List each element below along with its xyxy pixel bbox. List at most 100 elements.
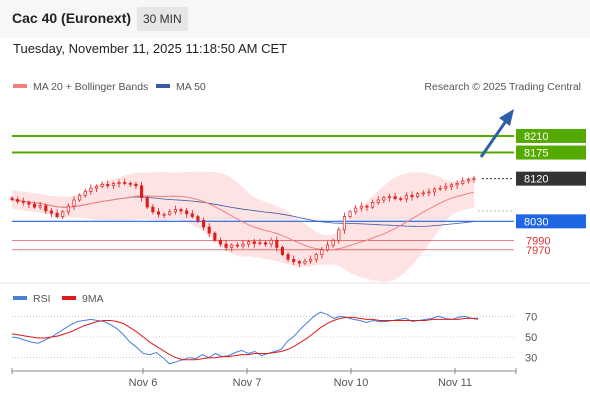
candle bbox=[128, 181, 132, 187]
candle bbox=[218, 237, 223, 247]
candlesticks bbox=[10, 175, 476, 268]
ma20-line bbox=[11, 191, 475, 251]
candle-body bbox=[140, 185, 144, 198]
candle bbox=[213, 231, 217, 243]
candle bbox=[156, 208, 161, 218]
candle-body bbox=[16, 199, 20, 202]
price-label-box bbox=[516, 214, 586, 229]
candle-body bbox=[145, 197, 149, 208]
candle bbox=[140, 181, 144, 202]
candle bbox=[433, 187, 437, 196]
price-label-text: 7990 bbox=[526, 235, 550, 247]
candle bbox=[331, 238, 335, 248]
candle bbox=[410, 191, 414, 201]
candle bbox=[16, 196, 20, 205]
candle-body bbox=[202, 220, 206, 228]
candle bbox=[280, 245, 284, 257]
candle bbox=[320, 246, 324, 259]
candle bbox=[455, 180, 459, 189]
candle-body bbox=[461, 180, 465, 184]
candle-body bbox=[275, 239, 279, 248]
candle bbox=[371, 199, 375, 209]
candle-body bbox=[83, 191, 87, 196]
ma50-legend-label: MA 50 bbox=[176, 81, 206, 93]
x-tick-label: Nov 10 bbox=[334, 377, 369, 389]
arrow-shaft bbox=[479, 120, 508, 158]
candle bbox=[145, 195, 149, 209]
rsi-tick-label: 30 bbox=[525, 353, 537, 365]
candle-body bbox=[44, 205, 48, 212]
candle-body bbox=[49, 210, 53, 214]
rsi-legend-label: RSI bbox=[33, 293, 51, 305]
candle bbox=[382, 195, 386, 204]
price-label-box bbox=[516, 171, 586, 186]
candle-body bbox=[190, 213, 194, 217]
candle-body bbox=[269, 239, 273, 245]
rsi-legend-swatch bbox=[13, 296, 27, 300]
candle bbox=[444, 182, 448, 191]
candle bbox=[309, 255, 313, 264]
rsi-ma-legend-label: 9MA bbox=[82, 293, 104, 305]
candle-body bbox=[348, 211, 352, 217]
rsi-ma-legend-swatch bbox=[62, 296, 76, 300]
candle-body bbox=[78, 194, 82, 201]
candle-body bbox=[382, 197, 386, 201]
candle bbox=[66, 203, 70, 216]
candle bbox=[421, 190, 425, 197]
candle-body bbox=[89, 187, 93, 192]
candle-body bbox=[427, 191, 431, 194]
header-bar: Cac 40 (Euronext) 30 MIN bbox=[0, 0, 590, 38]
candle bbox=[185, 208, 189, 218]
candle-body bbox=[416, 193, 420, 198]
candle bbox=[151, 204, 155, 215]
ma20-legend-label: MA 20 + Bollinger Bands bbox=[33, 81, 148, 93]
candle-body bbox=[399, 198, 403, 200]
timestamp: Tuesday, November 11, 2025 11:18:50 AM C… bbox=[13, 41, 288, 56]
candle bbox=[427, 188, 431, 197]
candle-body bbox=[433, 188, 437, 193]
candle bbox=[247, 239, 251, 248]
candle bbox=[55, 209, 59, 219]
candle bbox=[106, 180, 110, 189]
candle bbox=[32, 201, 37, 209]
candle-body bbox=[337, 229, 341, 241]
rsi-line bbox=[11, 311, 479, 365]
candle-body bbox=[111, 183, 115, 187]
candle-body bbox=[173, 209, 177, 213]
candle-body bbox=[371, 202, 375, 208]
candle bbox=[224, 240, 228, 251]
x-tick-label: Nov 6 bbox=[129, 377, 158, 389]
candle bbox=[179, 207, 183, 215]
candle bbox=[162, 212, 166, 219]
candle-body bbox=[331, 239, 335, 246]
projection-arrow bbox=[479, 109, 514, 158]
candle bbox=[404, 192, 408, 203]
candle bbox=[235, 242, 239, 248]
price-label-text: 8120 bbox=[524, 174, 548, 186]
candle bbox=[190, 209, 194, 219]
candle bbox=[123, 178, 127, 186]
ma50-legend-swatch bbox=[156, 84, 170, 88]
candle bbox=[134, 181, 138, 190]
rsi-tick-label: 50 bbox=[525, 332, 537, 344]
candle-body bbox=[393, 196, 397, 199]
candle-body bbox=[438, 187, 442, 190]
rsi-ma-line bbox=[11, 316, 478, 361]
candle-body bbox=[207, 226, 211, 234]
price-levels bbox=[12, 134, 514, 251]
candle-body bbox=[38, 205, 42, 208]
candle-body bbox=[72, 199, 76, 207]
candle bbox=[173, 205, 177, 215]
candle-body bbox=[156, 211, 161, 215]
candle-body bbox=[218, 239, 223, 245]
candle-body bbox=[185, 210, 189, 215]
candle-body bbox=[444, 186, 448, 189]
price-label-text: 8210 bbox=[524, 131, 548, 143]
timeframe-badge[interactable]: 30 MIN bbox=[137, 7, 188, 31]
candle-body bbox=[325, 244, 330, 251]
candle-body bbox=[235, 244, 239, 247]
candle bbox=[72, 196, 76, 211]
candle-body bbox=[292, 258, 296, 263]
candle-body bbox=[404, 194, 408, 200]
